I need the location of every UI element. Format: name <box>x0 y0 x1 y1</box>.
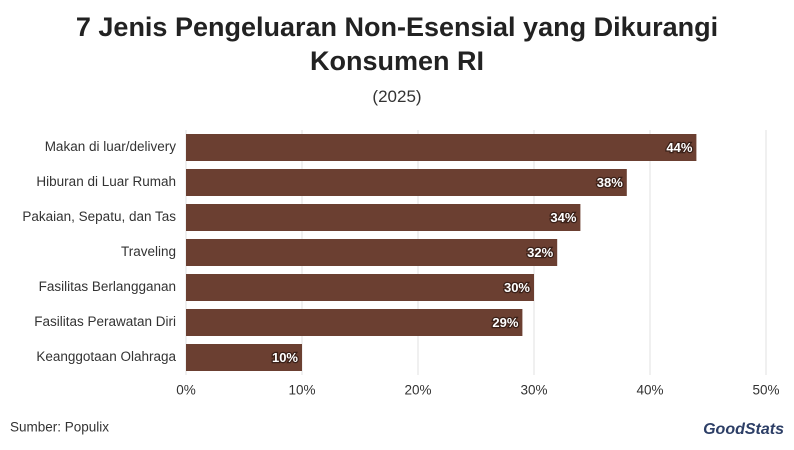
y-tick-label: Traveling <box>121 244 176 259</box>
bar <box>186 169 627 196</box>
bar <box>186 134 697 161</box>
bar <box>186 239 558 266</box>
x-tick-label: 50% <box>752 383 779 398</box>
value-label: 34% <box>550 210 576 225</box>
y-tick-label: Hiburan di Luar Rumah <box>36 174 176 189</box>
value-label: 30% <box>504 280 530 295</box>
x-tick-label: 20% <box>404 383 431 398</box>
y-tick-label: Fasilitas Perawatan Diri <box>34 314 176 329</box>
value-label: 10% <box>272 350 298 365</box>
bar <box>186 274 534 301</box>
x-tick-label: 40% <box>636 383 663 398</box>
y-tick-label: Keanggotaan Olahraga <box>36 349 176 364</box>
brand: GoodStats <box>703 421 784 438</box>
value-label: 29% <box>492 315 518 330</box>
value-label: 44% <box>666 140 692 155</box>
value-label: 32% <box>527 245 553 260</box>
chart-title: 7 Jenis Pengeluaran Non-Esensial yang Di… <box>75 12 719 76</box>
chart-subtitle: (2025) <box>372 87 422 106</box>
bar <box>186 309 523 336</box>
bar <box>186 344 302 371</box>
source: Sumber: Populix <box>10 420 109 435</box>
y-tick-label: Makan di luar/delivery <box>45 139 177 154</box>
y-tick-label: Fasilitas Berlangganan <box>39 279 176 294</box>
x-tick-label: 30% <box>520 383 547 398</box>
value-label: 38% <box>597 175 623 190</box>
bar <box>186 204 581 231</box>
x-tick-label: 0% <box>176 383 196 398</box>
x-tick-label: 10% <box>288 383 315 398</box>
y-tick-label: Pakaian, Sepatu, dan Tas <box>22 209 176 224</box>
